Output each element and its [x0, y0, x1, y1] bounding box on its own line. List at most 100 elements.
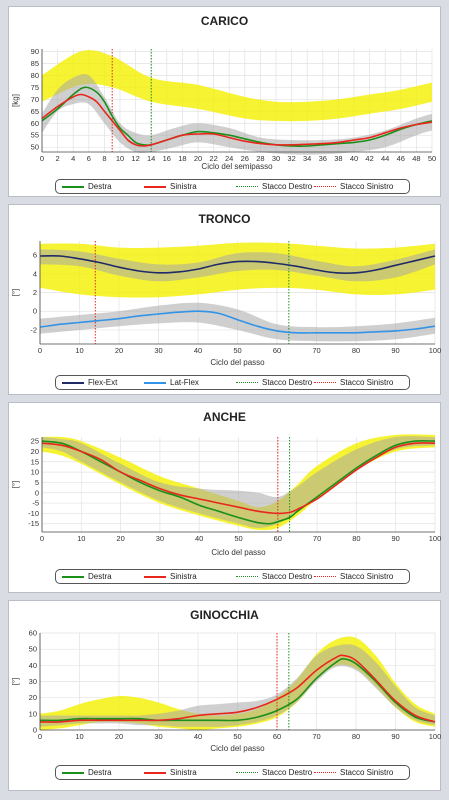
x-tick-label: 12 — [131, 154, 139, 163]
series-line-sinistra — [39, 654, 436, 723]
x-tick-label: 100 — [429, 732, 442, 741]
chart-anche: 0 10 20 30 40 50 60 70 80 90 100-15-10-50510152025… — [11, 434, 442, 557]
x-axis-label: Ciclo del passo — [211, 548, 266, 557]
x-tick-label: 50 — [233, 346, 241, 355]
x-tick-label: 30 — [272, 154, 280, 163]
x-axis-label: Ciclo del passo — [210, 744, 265, 753]
x-tick-label: 14 — [147, 154, 155, 163]
chart-panel-carico: CARICO 0 2 4 6 8 10 12 14 16 18 20 22 24 26 28 30 32 34 36… — [8, 6, 441, 197]
x-tick-label: 0 — [40, 534, 44, 543]
legend-line — [62, 382, 84, 384]
chart-title: GINOCCHIA — [190, 608, 259, 622]
chart-legend: Flex-Ext Lat-Flex Stacco Destro Stacco S… — [55, 375, 410, 390]
x-tick-label: 4 — [71, 154, 75, 163]
x-tick-label: 80 — [352, 732, 360, 741]
legend-label: Flex-Ext — [88, 378, 118, 387]
y-axis-label: [°] — [11, 678, 20, 686]
series-line-lat-flex — [39, 310, 436, 334]
legend-label: Sinistra — [170, 768, 197, 777]
x-tick-label: 40 — [350, 154, 358, 163]
x-tick-label: 10 — [75, 346, 83, 355]
y-tick-label: 75 — [31, 83, 39, 92]
legend-line — [314, 382, 336, 383]
x-tick-label: 50 — [233, 732, 241, 741]
y-axis-label: [kg] — [11, 94, 20, 107]
y-tick-label: 6 — [33, 251, 37, 260]
y-tick-label: -10 — [28, 509, 39, 518]
x-tick-label: 48 — [412, 154, 420, 163]
band-gray-1 — [42, 73, 432, 155]
x-tick-label: 26 — [241, 154, 249, 163]
chart-legend: Destra Sinistra Stacco Destro Stacco Sin… — [55, 765, 410, 780]
y-tick-label: 60 — [29, 629, 37, 638]
band-yellow-0 — [42, 50, 432, 122]
legend-line — [62, 186, 84, 188]
legend-label: Stacco Sinistro — [340, 182, 394, 191]
legend-line — [314, 576, 336, 577]
series-line-sinistra — [41, 93, 433, 147]
x-tick-label: 20 — [115, 732, 123, 741]
legend-label: Stacco Destro — [262, 182, 313, 191]
legend-label: Sinistra — [170, 182, 197, 191]
x-tick-label: 30 — [156, 534, 164, 543]
x-tick-label: 0 — [40, 154, 44, 163]
y-tick-label: 10 — [29, 709, 37, 718]
legend-line — [144, 186, 166, 188]
chart-panel-tronco: TRONCO 0 10 20 30 40 50 60 70 80 90 100 -2 0 2 4 6 Ciclo… — [8, 204, 441, 395]
legend-line — [236, 186, 258, 187]
band-gray-1 — [40, 644, 435, 727]
x-tick-label: 44 — [381, 154, 389, 163]
series-line-destra — [41, 86, 433, 147]
x-tick-label: 40 — [194, 346, 202, 355]
legend-label: Stacco Sinistro — [340, 572, 394, 581]
y-tick-label: 2 — [33, 288, 37, 297]
y-tick-label: 0 — [33, 307, 37, 316]
x-tick-label: 50 — [428, 154, 436, 163]
y-tick-label: 10 — [31, 468, 39, 477]
chart-carico: 0 2 4 6 8 10 12 14 16 18 20 22 24 26 28 30 32 34 36 38 40 42 4… — [11, 47, 436, 171]
y-tick-label: 0 — [35, 488, 39, 497]
y-tick-label: 25 — [31, 437, 39, 446]
legend-line — [62, 772, 84, 774]
y-tick-label: 0 — [33, 726, 37, 735]
y-tick-label: 70 — [31, 95, 39, 104]
x-tick-label: 40 — [195, 534, 203, 543]
x-tick-label: 90 — [391, 346, 399, 355]
x-tick-label: 10 — [77, 534, 85, 543]
y-tick-label: 50 — [31, 143, 39, 152]
y-tick-label: -2 — [30, 325, 37, 334]
y-tick-label: 20 — [31, 447, 39, 456]
x-tick-label: 70 — [313, 534, 321, 543]
legend-label: Lat-Flex — [170, 378, 199, 387]
x-tick-label: 60 — [274, 534, 282, 543]
x-tick-label: 80 — [352, 346, 360, 355]
x-tick-label: 30 — [154, 732, 162, 741]
legend-line — [236, 382, 258, 383]
x-tick-label: 90 — [392, 534, 400, 543]
y-tick-label: 5 — [35, 478, 39, 487]
x-tick-label: 60 — [273, 346, 281, 355]
x-tick-label: 32 — [287, 154, 295, 163]
x-tick-label: 30 — [154, 346, 162, 355]
series-line-sinistra — [41, 442, 436, 515]
band-yellow-0 — [42, 434, 435, 531]
legend-label: Stacco Destro — [262, 378, 313, 387]
legend-label: Stacco Sinistro — [340, 378, 394, 387]
x-axis-label: Ciclo del passo — [210, 358, 265, 367]
x-tick-label: 22 — [209, 154, 217, 163]
legend-line — [236, 576, 258, 577]
x-tick-label: 70 — [312, 346, 320, 355]
legend-line — [314, 186, 336, 187]
y-tick-label: 15 — [31, 457, 39, 466]
x-tick-label: 60 — [273, 732, 281, 741]
y-tick-label: 40 — [29, 661, 37, 670]
chart-panel-ginocchia: GINOCCHIA 0 10 20 30 40 50 60 70 80 90 100 0 10 20 30 4… — [8, 600, 441, 791]
y-tick-label: 20 — [29, 693, 37, 702]
x-tick-label: 10 — [75, 732, 83, 741]
chart-panel-anche: ANCHE 0 10 20 30 40 50 60 70 80 90 100 -15 -10 -5 0 5 10… — [8, 402, 441, 593]
legend-label: Stacco Destro — [262, 572, 313, 581]
x-tick-label: 24 — [225, 154, 233, 163]
legend-line — [314, 772, 336, 773]
x-tick-label: 100 — [429, 534, 442, 543]
y-tick-label: -15 — [28, 519, 39, 528]
